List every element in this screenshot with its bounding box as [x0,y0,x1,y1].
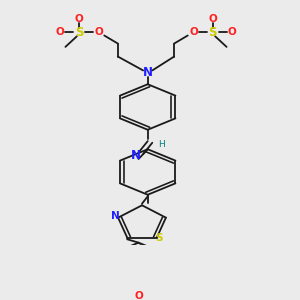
Text: N: N [111,211,120,221]
Text: O: O [55,27,64,37]
Text: N: N [143,66,153,80]
Text: O: O [189,27,198,37]
Text: S: S [155,232,163,243]
Text: O: O [208,14,217,24]
Text: O: O [228,27,237,37]
Text: O: O [75,14,83,24]
Text: S: S [208,26,217,39]
Text: N: N [131,149,141,162]
Text: S: S [75,26,83,39]
Text: O: O [94,27,103,37]
Text: O: O [134,291,143,300]
Text: H: H [158,140,165,149]
